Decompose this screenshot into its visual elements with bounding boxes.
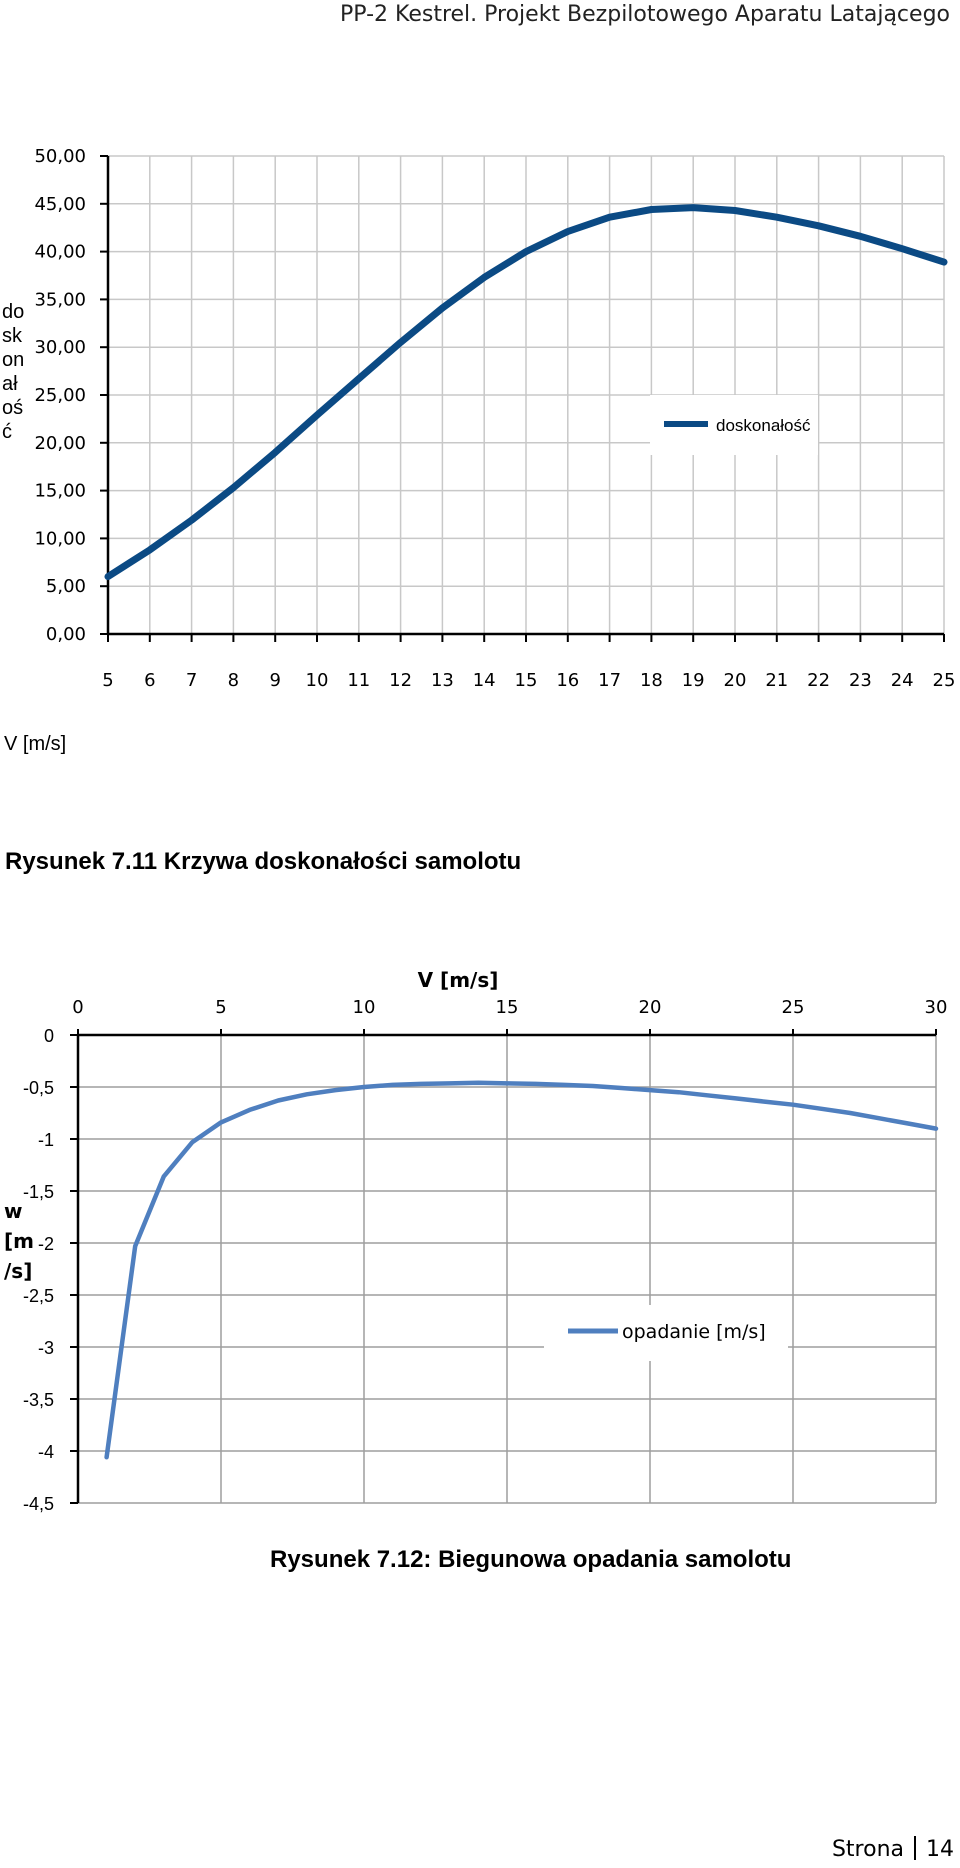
y-axis-title: do sk on ał oś ć — [2, 301, 24, 443]
x-tick-label: 17 — [598, 670, 621, 691]
legend-label: doskonałość — [716, 416, 811, 435]
y-tick-label: 50,00 — [34, 146, 86, 167]
y-tick-label: 35,00 — [34, 289, 86, 310]
y-tick-label: -2 — [38, 1234, 54, 1254]
y-tick-label: -1,5 — [23, 1182, 54, 1202]
x-tick-label: 5 — [215, 997, 226, 1018]
y-tick-label: 25,00 — [34, 385, 86, 406]
x-tick-label: 9 — [269, 670, 280, 691]
legend-label: opadanie [m/s] — [622, 1321, 766, 1343]
y-tick-label: -4,5 — [23, 1494, 54, 1514]
x-tick-label: 30 — [925, 997, 948, 1018]
footer-divider — [914, 1836, 916, 1860]
x-tick-label: 0 — [72, 997, 83, 1018]
y-tick-label: 30,00 — [34, 337, 86, 358]
x-tick-label: 13 — [431, 670, 454, 691]
page-header: PP-2 Kestrel. Projekt Bezpilotowego Apar… — [340, 2, 950, 27]
x-tick-label: 5 — [102, 670, 113, 691]
page-number: 14 — [926, 1837, 954, 1862]
page-footer: Strona 14 — [832, 1836, 954, 1862]
x-tick-label: 10 — [353, 997, 376, 1018]
y-tick-label: 20,00 — [34, 433, 86, 454]
x-tick-label: 18 — [640, 670, 663, 691]
x-axis-title: V [m/s] — [418, 968, 499, 992]
x-tick-label: 6 — [144, 670, 155, 691]
figure-caption-2: Rysunek 7.12: Biegunowa opadania samolot… — [270, 1546, 791, 1574]
x-tick-label: 15 — [515, 670, 538, 691]
x-tick-label: 24 — [891, 670, 914, 691]
x-tick-label: 22 — [807, 670, 830, 691]
glide-ratio-chart: 0,00 5,00 10,00 15,00 20,00 25,00 30,00 35,00 40… — [0, 140, 960, 770]
x-tick-label: 15 — [496, 997, 519, 1018]
y-tick-label: 40,00 — [34, 242, 86, 263]
y-tick-label: 0,00 — [46, 624, 86, 645]
y-tick-label: -4 — [38, 1442, 54, 1462]
sink-rate-polar-chart: 0 -0,5 -1 -1,5 -2 -2,5 -3 -3,5 -4 -4,5 0 5 10 15 20 25 3… — [0, 965, 960, 1540]
y-tick-label: -0,5 — [23, 1078, 54, 1098]
x-tick-label: 16 — [556, 670, 579, 691]
x-tick-label: 19 — [682, 670, 705, 691]
x-tick-label: 14 — [473, 670, 496, 691]
y-tick-label: -3 — [38, 1338, 54, 1358]
x-tick-label: 7 — [186, 670, 197, 691]
y-tick-label: 5,00 — [46, 576, 86, 597]
figure-caption-1: Rysunek 7.11 Krzywa doskonałości samolot… — [5, 848, 521, 876]
y-tick-label: 10,00 — [34, 528, 86, 549]
y-tick-label: -2,5 — [23, 1286, 54, 1306]
y-tick-label: 45,00 — [34, 194, 86, 215]
x-tick-label: 23 — [849, 670, 872, 691]
x-axis-title: V [m/s] — [4, 733, 66, 755]
y-tick-label: 0 — [44, 1026, 54, 1046]
x-tick-label: 25 — [782, 997, 805, 1018]
page-label: Strona — [832, 1837, 904, 1862]
x-tick-label: 11 — [347, 670, 370, 691]
y-tick-label: -1 — [38, 1130, 54, 1150]
y-axis-title: w [m/s] — [4, 1199, 34, 1283]
x-tick-label: 25 — [933, 670, 956, 691]
y-tick-label: 15,00 — [34, 481, 86, 502]
x-tick-label: 20 — [724, 670, 747, 691]
x-tick-label: 20 — [639, 997, 662, 1018]
x-tick-label: 21 — [765, 670, 788, 691]
x-tick-label: 12 — [389, 670, 412, 691]
x-tick-label: 8 — [228, 670, 239, 691]
y-tick-label: -3,5 — [23, 1390, 54, 1410]
x-tick-label: 10 — [306, 670, 329, 691]
